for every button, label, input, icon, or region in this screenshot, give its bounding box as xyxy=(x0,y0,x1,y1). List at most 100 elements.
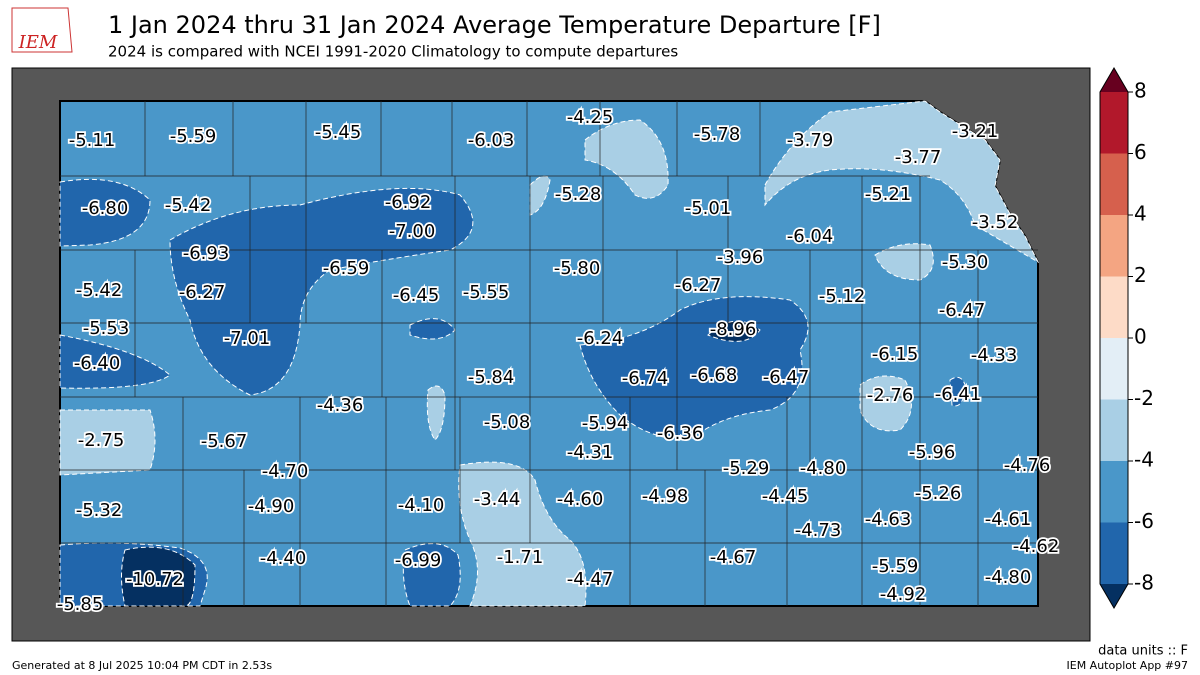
station-value: -6.80 xyxy=(82,198,129,219)
colorbar-tick-label: 2 xyxy=(1134,263,1147,287)
station-value: -4.47 xyxy=(567,569,614,590)
station-value: -3.77 xyxy=(895,147,942,168)
station-value: -6.74 xyxy=(622,368,669,389)
station-value: -3.79 xyxy=(787,130,834,151)
station-value: -4.90 xyxy=(248,496,295,517)
colorbar-tick-label: 0 xyxy=(1134,325,1147,349)
colorbar-band xyxy=(1100,276,1128,338)
station-value: -4.92 xyxy=(880,584,927,605)
contour-darkest xyxy=(121,546,196,607)
station-value: -4.73 xyxy=(795,520,842,541)
station-value: -5.59 xyxy=(170,126,217,147)
station-value: -5.12 xyxy=(819,286,866,307)
station-value: -4.40 xyxy=(260,548,307,569)
contours-light xyxy=(59,100,1040,607)
station-value: -5.59 xyxy=(872,556,919,577)
station-value: -4.33 xyxy=(971,345,1018,366)
station-value: -8.96 xyxy=(710,319,757,340)
colorbar-band xyxy=(1100,522,1128,584)
colorbar-band xyxy=(1100,338,1128,400)
station-value: -6.24 xyxy=(577,328,624,349)
county-lines xyxy=(60,101,1038,606)
app-note: IEM Autoplot App #97 xyxy=(1067,659,1189,672)
station-value: -5.94 xyxy=(582,413,629,434)
station-value: -6.27 xyxy=(675,275,722,296)
station-value: -1.71 xyxy=(497,547,544,568)
station-value: -6.04 xyxy=(787,226,834,247)
station-value: -5.55 xyxy=(463,282,510,303)
logo-outline xyxy=(11,7,73,53)
station-value: -5.80 xyxy=(554,258,601,279)
station-value: -6.92 xyxy=(385,192,432,213)
colorbar-over xyxy=(1100,68,1128,92)
station-value: -5.08 xyxy=(484,412,531,433)
station-value: -5.29 xyxy=(723,458,770,479)
colorbar-tick-label: -4 xyxy=(1134,448,1154,472)
station-value: -5.67 xyxy=(201,431,248,452)
station-value: -6.93 xyxy=(183,243,230,264)
colorbar-tick-label: 6 xyxy=(1134,140,1147,164)
station-value: -4.10 xyxy=(398,495,445,516)
contour-darkest xyxy=(707,320,761,342)
station-value: -6.36 xyxy=(657,423,704,444)
station-value: -5.85 xyxy=(57,594,104,615)
station-value: -6.45 xyxy=(393,285,440,306)
station-value: -3.44 xyxy=(474,489,521,510)
colorbar-band xyxy=(1100,215,1128,277)
colorbar-tick-label: 8 xyxy=(1134,79,1147,103)
station-value: -7.00 xyxy=(389,221,436,242)
station-value: -4.67 xyxy=(710,547,757,568)
colorbar-tick-label: -8 xyxy=(1134,571,1154,595)
station-value: -4.80 xyxy=(985,567,1032,588)
station-value: -5.78 xyxy=(694,124,741,145)
station-value: -5.32 xyxy=(76,500,123,521)
map-title: 1 Jan 2024 thru 31 Jan 2024 Average Temp… xyxy=(108,11,881,39)
colorbar-band xyxy=(1100,461,1128,523)
station-value: -5.96 xyxy=(909,442,956,463)
station-value: -5.01 xyxy=(685,198,732,219)
station-value: -6.68 xyxy=(691,365,738,386)
station-value: -4.60 xyxy=(557,489,604,510)
station-value: -5.26 xyxy=(915,483,962,504)
station-value: -4.31 xyxy=(567,442,614,463)
station-value: -5.11 xyxy=(69,130,116,151)
contours-dark xyxy=(59,178,967,607)
generated-note: Generated at 8 Jul 2025 10:04 PM CDT in … xyxy=(12,659,272,672)
units-note: data units :: F xyxy=(1098,644,1188,659)
station-value: -4.45 xyxy=(762,486,809,507)
station-value: -6.27 xyxy=(179,282,226,303)
station-value: -5.84 xyxy=(468,367,515,388)
station-value: -4.63 xyxy=(865,509,912,530)
station-value: -3.96 xyxy=(717,247,764,268)
colorbar-band xyxy=(1100,399,1128,461)
station-value: -6.03 xyxy=(468,130,515,151)
station-value: -6.41 xyxy=(935,384,982,405)
colorbar-tick-label: -2 xyxy=(1134,386,1154,410)
station-value: -5.53 xyxy=(83,318,130,339)
station-value: -4.80 xyxy=(800,458,847,479)
station-value: -6.47 xyxy=(763,367,810,388)
station-value: -4.61 xyxy=(985,509,1032,530)
station-value: -5.42 xyxy=(165,195,212,216)
logo-text: IEM xyxy=(18,32,58,53)
station-value: -6.59 xyxy=(323,258,370,279)
station-value: -2.75 xyxy=(78,430,125,451)
station-value: -4.98 xyxy=(642,486,689,507)
station-value: -6.47 xyxy=(939,300,986,321)
station-value: -5.42 xyxy=(76,280,123,301)
colorbar-band xyxy=(1100,92,1128,154)
station-value: -6.99 xyxy=(395,550,442,571)
colorbar-under xyxy=(1100,584,1128,608)
map-subtitle: 2024 is compared with NCEI 1991-2020 Cli… xyxy=(108,43,678,61)
station-value: -10.72 xyxy=(126,569,184,590)
colorbar-tick-label: -6 xyxy=(1134,509,1154,533)
station-value: -3.21 xyxy=(952,121,999,142)
station-value: -2.76 xyxy=(867,385,914,406)
station-value: -4.76 xyxy=(1004,455,1051,476)
station-value: -4.36 xyxy=(317,395,364,416)
station-value: -5.28 xyxy=(555,184,602,205)
station-value: -5.45 xyxy=(315,122,362,143)
station-value: -4.70 xyxy=(262,461,309,482)
station-value: -5.21 xyxy=(865,184,912,205)
